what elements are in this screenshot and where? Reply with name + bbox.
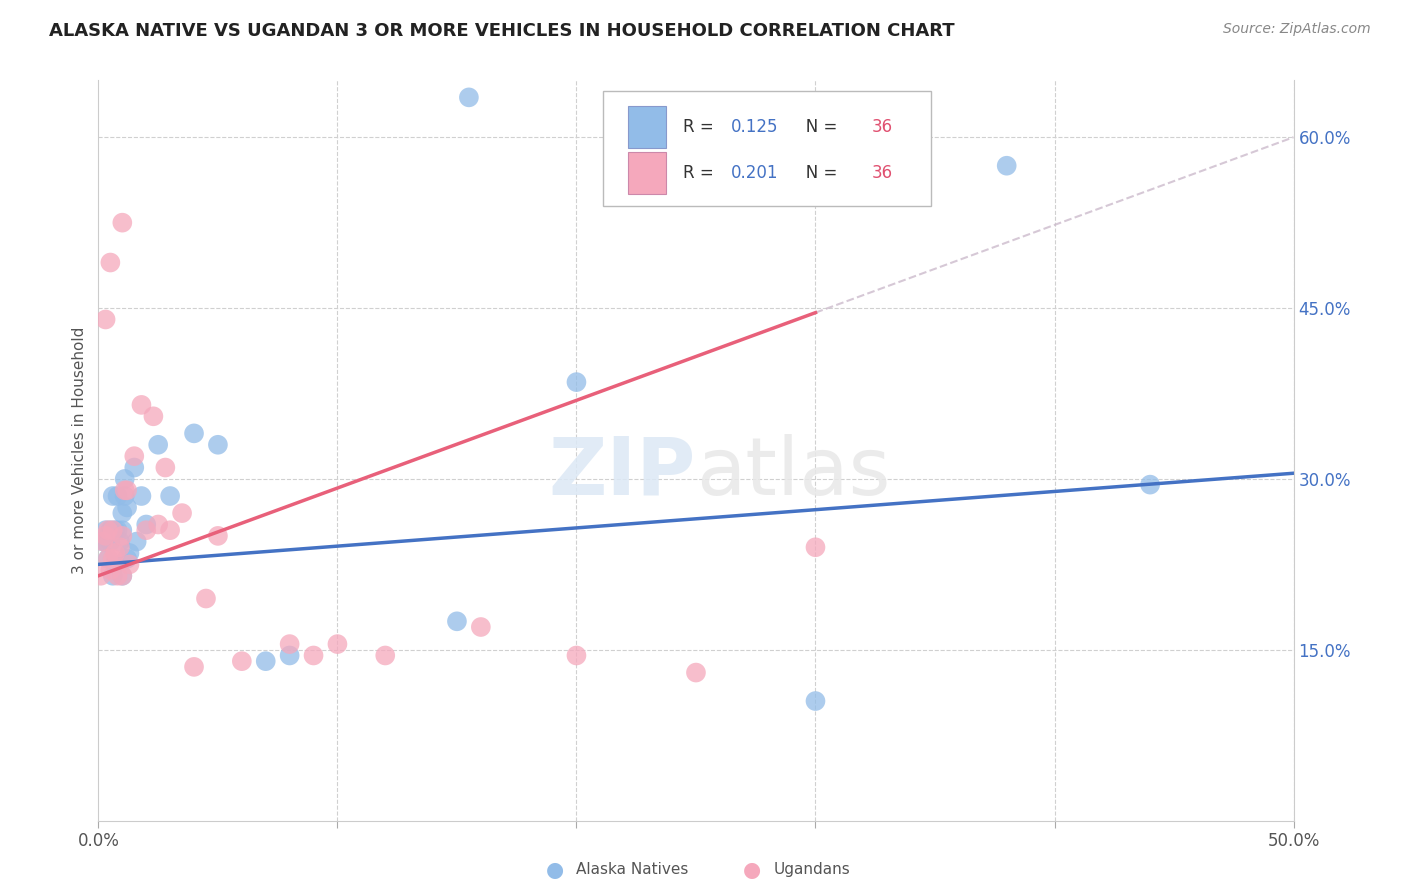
Text: N =: N =	[790, 118, 844, 136]
Alaska Natives	[101, 568, 124, 582]
Ugandans	[155, 460, 177, 475]
Alaska Natives	[111, 523, 134, 537]
Text: R =: R =	[683, 118, 718, 136]
Ugandans	[326, 637, 349, 651]
Text: ZIP: ZIP	[548, 434, 696, 512]
Ugandans	[118, 558, 141, 572]
Alaska Natives	[114, 472, 136, 486]
FancyBboxPatch shape	[628, 106, 666, 148]
Text: ●: ●	[547, 860, 564, 880]
Alaska Natives	[98, 523, 122, 537]
Ugandans	[115, 483, 138, 498]
Text: N =: N =	[790, 164, 844, 182]
Alaska Natives	[118, 546, 141, 560]
Ugandans	[804, 541, 827, 555]
Ugandans	[94, 312, 117, 326]
Ugandans	[142, 409, 165, 424]
Alaska Natives	[107, 489, 129, 503]
Ugandans	[90, 568, 112, 582]
Alaska Natives	[125, 534, 148, 549]
Ugandans	[124, 449, 146, 463]
Ugandans	[159, 523, 181, 537]
Ugandans	[94, 529, 117, 543]
Ugandans	[101, 523, 124, 537]
Alaska Natives	[97, 551, 120, 566]
Ugandans	[97, 523, 120, 537]
Text: ALASKA NATIVE VS UGANDAN 3 OR MORE VEHICLES IN HOUSEHOLD CORRELATION CHART: ALASKA NATIVE VS UGANDAN 3 OR MORE VEHIC…	[49, 22, 955, 40]
Ugandans	[565, 648, 588, 663]
Alaska Natives	[159, 489, 181, 503]
Alaska Natives	[98, 534, 122, 549]
Ugandans	[104, 546, 127, 560]
Ugandans	[108, 541, 131, 555]
Alaska Natives	[278, 648, 301, 663]
Alaska Natives	[1139, 477, 1161, 491]
Ugandans	[135, 523, 157, 537]
Text: ●: ●	[744, 860, 761, 880]
Ugandans	[195, 591, 218, 606]
Alaska Natives	[94, 523, 117, 537]
Ugandans	[98, 563, 122, 577]
Alaska Natives	[124, 460, 146, 475]
Alaska Natives	[104, 523, 127, 537]
Text: 0.125: 0.125	[731, 118, 778, 136]
Ugandans	[172, 506, 194, 520]
Text: Alaska Natives: Alaska Natives	[576, 863, 689, 877]
Text: Source: ZipAtlas.com: Source: ZipAtlas.com	[1223, 22, 1371, 37]
Text: 0.201: 0.201	[731, 164, 778, 182]
Ugandans	[302, 648, 325, 663]
Ugandans	[131, 398, 153, 412]
Alaska Natives	[114, 489, 136, 503]
Ugandans	[111, 568, 134, 582]
Ugandans	[107, 568, 129, 582]
Ugandans	[374, 648, 396, 663]
Alaska Natives	[115, 551, 138, 566]
Alaska Natives	[91, 534, 114, 549]
Text: atlas: atlas	[696, 434, 890, 512]
Ugandans	[101, 551, 124, 566]
Ugandans	[114, 483, 136, 498]
Text: Ugandans: Ugandans	[773, 863, 851, 877]
Ugandans	[470, 620, 492, 634]
FancyBboxPatch shape	[603, 91, 931, 206]
Ugandans	[278, 637, 301, 651]
Alaska Natives	[107, 523, 129, 537]
FancyBboxPatch shape	[628, 152, 666, 194]
Alaska Natives	[135, 517, 157, 532]
Ugandans	[685, 665, 707, 680]
Alaska Natives	[565, 375, 588, 389]
Alaska Natives	[207, 438, 229, 452]
Alaska Natives	[104, 558, 127, 572]
Alaska Natives	[131, 489, 153, 503]
Alaska Natives	[446, 615, 468, 629]
Ugandans	[111, 216, 134, 230]
Ugandans	[231, 654, 253, 668]
Text: 36: 36	[872, 118, 893, 136]
Alaska Natives	[995, 159, 1018, 173]
Y-axis label: 3 or more Vehicles in Household: 3 or more Vehicles in Household	[72, 326, 87, 574]
Alaska Natives	[115, 500, 138, 515]
Ugandans	[111, 529, 134, 543]
Alaska Natives	[108, 534, 131, 549]
Alaska Natives	[254, 654, 277, 668]
Alaska Natives	[148, 438, 170, 452]
Text: R =: R =	[683, 164, 718, 182]
Text: 36: 36	[872, 164, 893, 182]
Alaska Natives	[458, 90, 481, 104]
Alaska Natives	[183, 426, 205, 441]
Ugandans	[207, 529, 229, 543]
Alaska Natives	[101, 489, 124, 503]
Ugandans	[91, 534, 114, 549]
Ugandans	[183, 660, 205, 674]
Alaska Natives	[94, 534, 117, 549]
Ugandans	[98, 255, 122, 269]
Ugandans	[97, 551, 120, 566]
Alaska Natives	[111, 506, 134, 520]
Alaska Natives	[111, 568, 134, 582]
Alaska Natives	[804, 694, 827, 708]
Ugandans	[148, 517, 170, 532]
